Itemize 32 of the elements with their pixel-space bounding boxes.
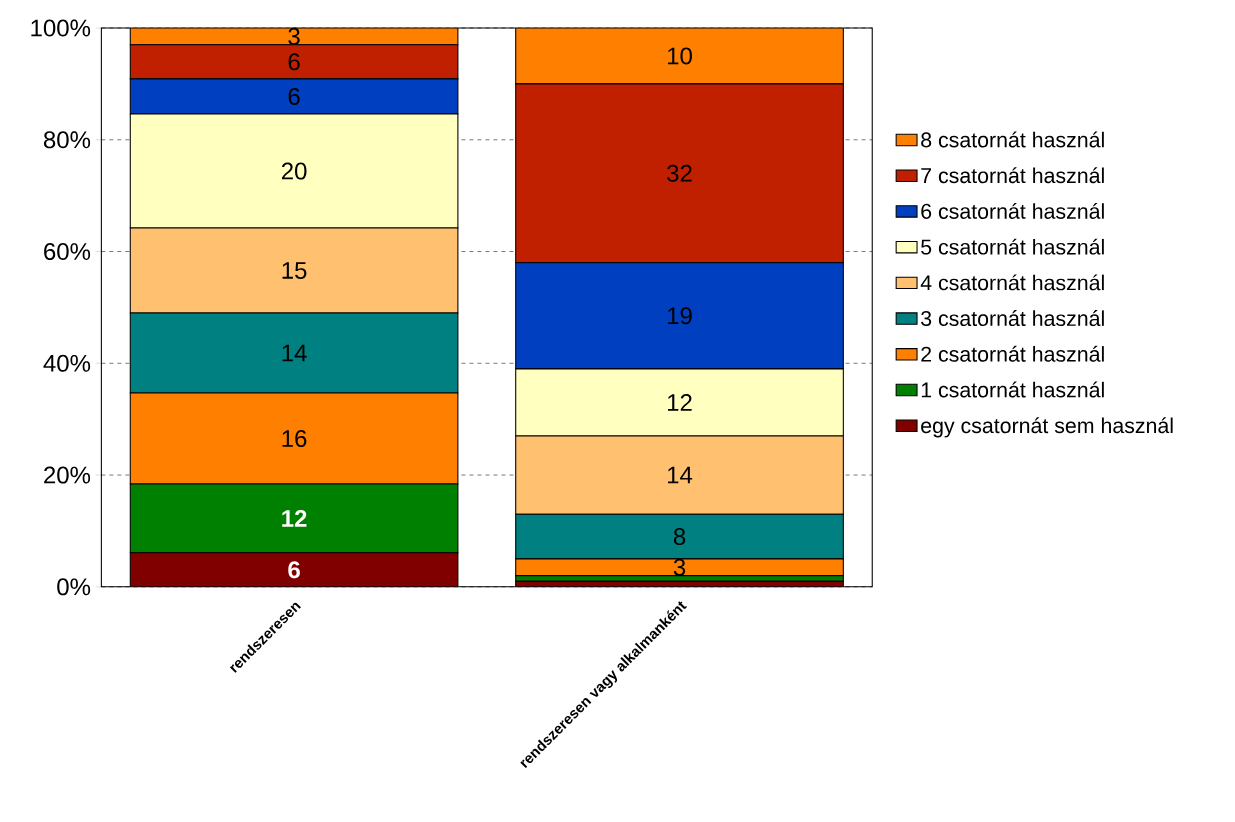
data-label: 8 (673, 528, 686, 546)
data-label: 6 (288, 561, 300, 579)
legend-label: 1 csatornát használ (921, 381, 1104, 398)
data-label: 12 (667, 394, 692, 412)
legend-label: egy csatornát sem használ (921, 417, 1173, 438)
legend-label: 7 csatornát használ (921, 167, 1104, 184)
y-tick-label: 60% (44, 243, 91, 261)
legend-label: 8 csatornát használ (921, 131, 1104, 148)
data-label: 14 (282, 344, 307, 362)
data-label: 20 (281, 162, 307, 180)
y-tick-label: 40% (43, 355, 91, 373)
bar (515, 28, 844, 85)
y-tick-label: 100% (31, 19, 91, 37)
data-label: 32 (667, 165, 692, 183)
y-tick-label: 20% (44, 466, 91, 484)
y-tick-label: 0% (57, 578, 91, 596)
data-label: 6 (288, 53, 300, 71)
legend-label: 3 csatornát használ (921, 310, 1104, 327)
legend-label: 2 csatornát használ (921, 346, 1104, 362)
legend-label: 4 csatornát használ (920, 274, 1104, 291)
data-label: 10 (667, 47, 692, 65)
bar (129, 552, 459, 588)
y-tick-label: 80% (43, 131, 91, 149)
data-label: 14 (667, 467, 693, 484)
data-label: 3 (288, 28, 300, 46)
data-label: 16 (282, 430, 307, 448)
data-label: 19 (667, 307, 692, 325)
legend-label: 5 csatornát használ (921, 238, 1104, 255)
data-label: 12 (282, 510, 307, 527)
legend-label: 6 csatornát használ (921, 203, 1104, 220)
data-label: 15 (282, 262, 307, 280)
data-label: 6 (288, 88, 300, 106)
